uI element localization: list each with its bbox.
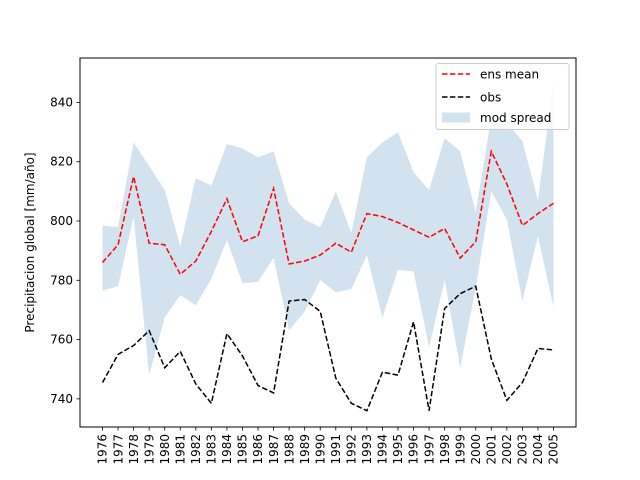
plot-frame: [79, 57, 577, 428]
y-tick-label: 840: [50, 95, 73, 109]
y-tick-label: 760: [50, 333, 73, 347]
x-tick-label: 1995: [391, 434, 405, 465]
y-tick-label: 780: [50, 273, 73, 287]
x-tick-label: 1977: [111, 434, 125, 465]
x-tick-label: 1984: [220, 434, 234, 465]
y-tick-label: 800: [50, 214, 73, 228]
x-tick-label: 1998: [438, 434, 452, 465]
x-tick-label: 2001: [484, 434, 498, 465]
x-tick-label: 1986: [251, 434, 265, 465]
x-tick-label: 1994: [376, 434, 390, 465]
x-tick-label: 1985: [236, 434, 250, 465]
x-tick-label: 1976: [96, 434, 110, 465]
legend-label: obs: [480, 91, 501, 105]
x-tick-label: 1991: [329, 434, 343, 465]
y-tick-label: 820: [50, 155, 73, 169]
legend-swatch-mod-spread: [442, 112, 470, 123]
y-axis: 740 760 780 800 820 840: [50, 95, 80, 406]
x-tick-label: 1981: [173, 434, 187, 465]
x-tick-label: 1993: [360, 434, 374, 465]
legend: ens mean obs mod spread: [435, 63, 570, 130]
x-tick-label: 1996: [407, 434, 421, 465]
legend-label: mod spread: [480, 111, 551, 125]
legend-label: ens mean: [480, 68, 539, 82]
x-tick-label: 1990: [313, 434, 327, 465]
x-tick-label: 2003: [516, 434, 530, 465]
x-tick-label: 1988: [282, 434, 296, 465]
spread-band-layer: [102, 81, 554, 376]
x-tick-label: 1983: [205, 434, 219, 465]
x-tick-label: 1980: [158, 434, 172, 465]
series-line-obs: [101, 285, 554, 412]
series-line-ens-mean: [101, 148, 554, 276]
y-axis-label: Precipitacion global [mm/año]: [23, 152, 37, 332]
x-tick-label: 1989: [298, 434, 312, 465]
x-tick-label: 2002: [500, 434, 514, 465]
x-tick-label: 1978: [127, 434, 141, 465]
x-tick-label: 1992: [345, 434, 359, 465]
x-tick-label: 1987: [267, 434, 281, 465]
x-tick-label: 2000: [469, 434, 483, 465]
series-lines-layer: [101, 148, 554, 412]
mod-spread-band: [102, 81, 554, 376]
x-axis: 1976 1977 1978 1979 1980 1981 1982 1983 1984 1985…: [96, 427, 561, 465]
x-tick-label: 1982: [189, 434, 203, 465]
x-tick-label: 1997: [422, 434, 436, 465]
y-tick-label: 740: [50, 392, 73, 406]
x-tick-label: 1999: [453, 434, 467, 465]
x-tick-label: 2005: [547, 434, 561, 465]
x-tick-label: 2004: [531, 434, 545, 465]
x-tick-label: 1979: [142, 434, 156, 465]
